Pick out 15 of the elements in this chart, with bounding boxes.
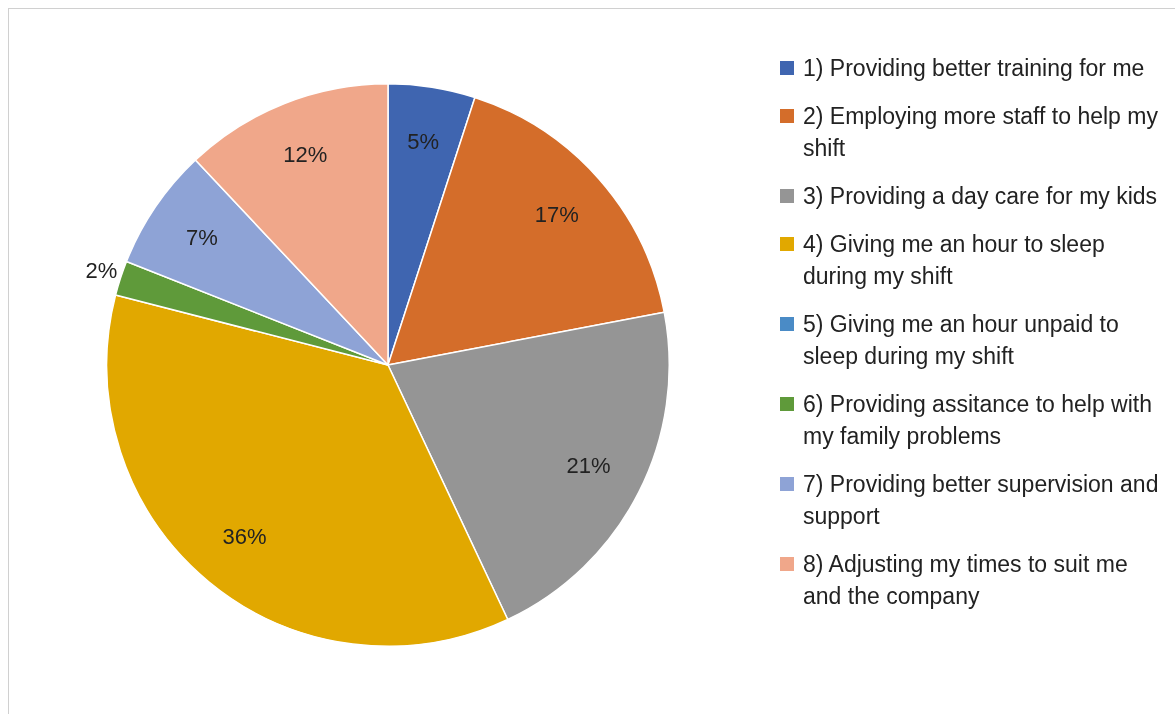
- data-label: 5%: [407, 128, 440, 154]
- data-label: 7%: [186, 224, 218, 250]
- data-label: 36%: [222, 524, 267, 550]
- legend-label: 4) Giving me an hour to sleep during my shift: [803, 231, 1105, 289]
- legend-label: 5) Giving me an hour unpaid to sleep during my shift: [803, 311, 1119, 369]
- legend-label: 1) Providing better training for me: [803, 55, 1145, 81]
- data-label: 21%: [566, 453, 611, 479]
- legend-label: 7) Providing better supervision and support: [803, 471, 1159, 529]
- legend-label: 3) Providing a day care for my kids: [803, 183, 1158, 209]
- data-label: 2%: [85, 257, 118, 283]
- legend-label: 8) Adjusting my times to suit me and the company: [803, 551, 1128, 609]
- data-label: 17%: [534, 202, 579, 228]
- legend-label: 2) Employing more staff to help my shift: [803, 103, 1158, 161]
- data-label: 12%: [283, 141, 328, 167]
- legend-label: 6) Providing assitance to help with my family problems: [803, 391, 1153, 449]
